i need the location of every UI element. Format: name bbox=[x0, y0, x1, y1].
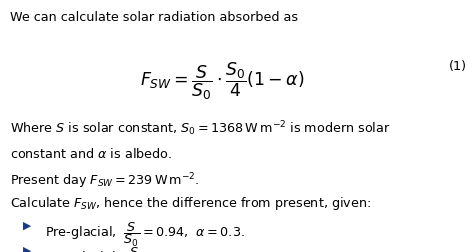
Text: (1): (1) bbox=[449, 60, 467, 74]
Text: Pre-glacial,  $\dfrac{S}{S_0} = 0.94$,  $\alpha = 0.3$.: Pre-glacial, $\dfrac{S}{S_0} = 0.94$, $\… bbox=[45, 220, 245, 248]
Text: Present day $F_{SW} = 239\,\mathrm{W\,m^{-2}}$.: Present day $F_{SW} = 239\,\mathrm{W\,m^… bbox=[10, 171, 200, 191]
Text: $\blacktriangleright$: $\blacktriangleright$ bbox=[20, 244, 32, 252]
Text: $\blacktriangleright$: $\blacktriangleright$ bbox=[20, 219, 32, 232]
Text: $F_{SW} = \dfrac{S}{S_0} \cdot \dfrac{S_0}{4}(1 - \alpha)$: $F_{SW} = \dfrac{S}{S_0} \cdot \dfrac{S_… bbox=[140, 60, 305, 102]
Text: Calculate $F_{SW}$, hence the difference from present, given:: Calculate $F_{SW}$, hence the difference… bbox=[10, 195, 372, 212]
Text: We can calculate solar radiation absorbed as: We can calculate solar radiation absorbe… bbox=[10, 11, 299, 24]
Text: Syn-glacial,  $\dfrac{S}{S_0} = 0.94$,  $\alpha = 0.6$.: Syn-glacial, $\dfrac{S}{S_0} = 0.94$, $\… bbox=[45, 246, 248, 252]
Text: Where $S$ is solar constant, $S_0 = 1368\,\mathrm{W\,m^{-2}}$ is modern solar: Where $S$ is solar constant, $S_0 = 1368… bbox=[10, 120, 391, 138]
Text: constant and $\alpha$ is albedo.: constant and $\alpha$ is albedo. bbox=[10, 147, 173, 162]
